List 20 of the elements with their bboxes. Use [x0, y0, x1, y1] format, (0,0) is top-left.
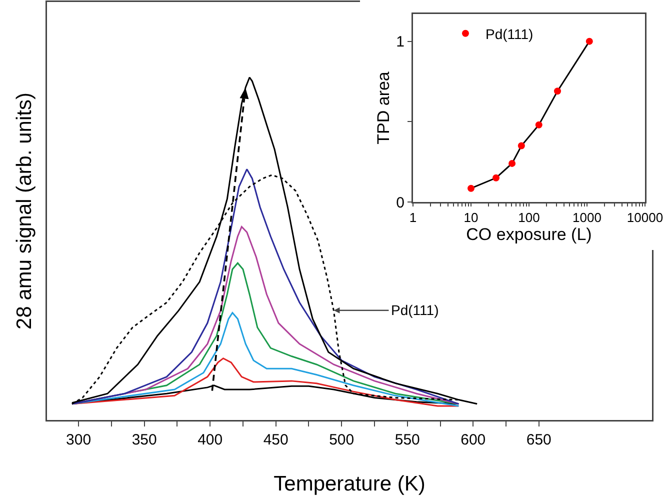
x-tick-label: 300 — [66, 432, 92, 448]
y-tick-label: 0 — [396, 194, 404, 212]
x-tick-label: 350 — [132, 432, 157, 448]
x-axis-title: CO exposure (L) — [466, 225, 592, 244]
legend-label: Pd(111) — [485, 26, 534, 42]
x-tick-label: 650 — [526, 432, 552, 448]
x-tick-label: 600 — [460, 432, 486, 448]
y-axis-title: TPD area — [374, 71, 393, 144]
x-tick-label: 10 — [464, 210, 478, 226]
x-tick-label: 550 — [394, 432, 420, 448]
x-tick-label: 100 — [518, 210, 540, 226]
y-axis-title: 28 amu signal (arb. units) — [12, 92, 36, 330]
x-tick-label: 500 — [329, 432, 354, 448]
x-tick-label: 1 — [409, 210, 417, 226]
x-tick-label: 400 — [198, 432, 223, 448]
x-tick-label: 1000 — [572, 210, 602, 226]
x-tick-label: 10000 — [626, 210, 664, 226]
annotation: Pd(111) — [391, 302, 439, 318]
x-tick-label: 450 — [263, 432, 288, 448]
x-axis-title: Temperature (K) — [274, 472, 426, 496]
